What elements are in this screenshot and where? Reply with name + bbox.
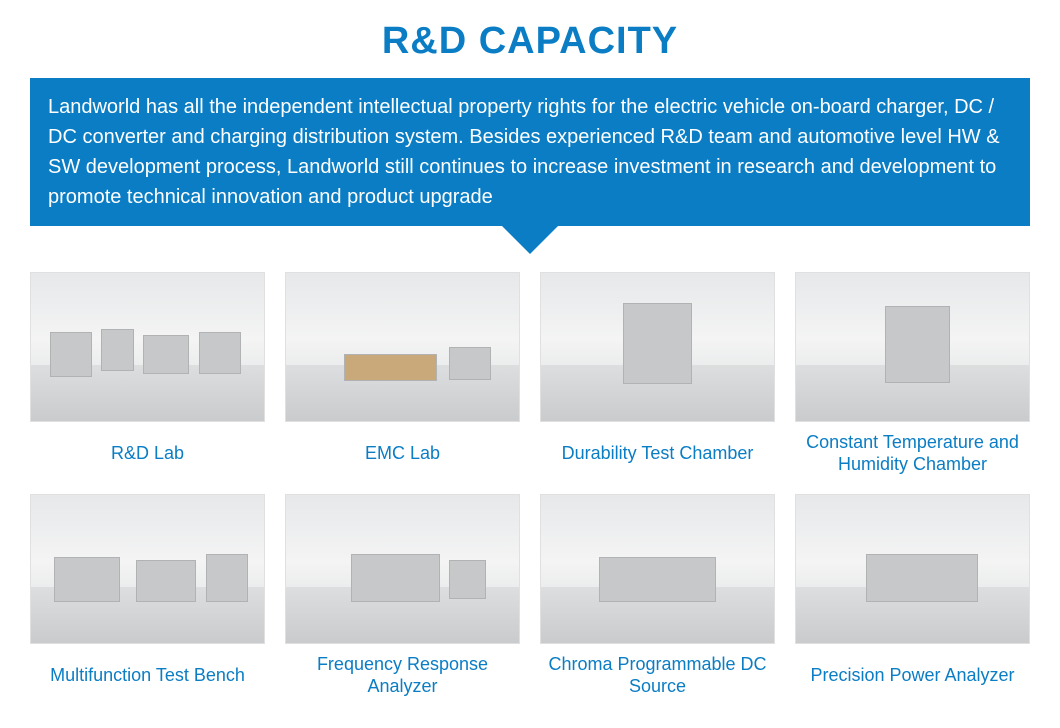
facility-card: Chroma Programmable DC Source (540, 494, 775, 698)
facility-card: R&D Lab (30, 272, 265, 476)
facility-image (30, 272, 265, 422)
facility-card: Multifunction Test Bench (30, 494, 265, 698)
facility-image (30, 494, 265, 644)
facility-caption: Durability Test Chamber (562, 432, 754, 476)
page-container: R&D CAPACITY Landworld has all the indep… (0, 0, 1060, 718)
facility-image (285, 272, 520, 422)
facility-image (795, 494, 1030, 644)
facility-image (540, 272, 775, 422)
facility-card: Precision Power Analyzer (795, 494, 1030, 698)
facility-caption: R&D Lab (111, 432, 184, 476)
facility-caption: Multifunction Test Bench (50, 654, 245, 698)
facility-card: Durability Test Chamber (540, 272, 775, 476)
facility-caption: Chroma Programmable DC Source (540, 654, 775, 698)
hero-arrow-icon (502, 226, 558, 254)
page-title: R&D CAPACITY (30, 20, 1030, 63)
facility-caption: Constant Temperature and Humidity Chambe… (795, 432, 1030, 476)
facility-card: EMC Lab (285, 272, 520, 476)
facility-caption: EMC Lab (365, 432, 440, 476)
facility-card: Constant Temperature and Humidity Chambe… (795, 272, 1030, 476)
facility-card: Frequency Response Analyzer (285, 494, 520, 698)
facility-image (795, 272, 1030, 422)
facilities-grid: R&D Lab EMC Lab Durability Test Chamber … (30, 272, 1030, 698)
hero-text: Landworld has all the independent intell… (48, 92, 1012, 212)
facility-caption: Precision Power Analyzer (810, 654, 1014, 698)
hero-banner: Landworld has all the independent intell… (30, 78, 1030, 226)
facility-caption: Frequency Response Analyzer (285, 654, 520, 698)
facility-image (540, 494, 775, 644)
facility-image (285, 494, 520, 644)
